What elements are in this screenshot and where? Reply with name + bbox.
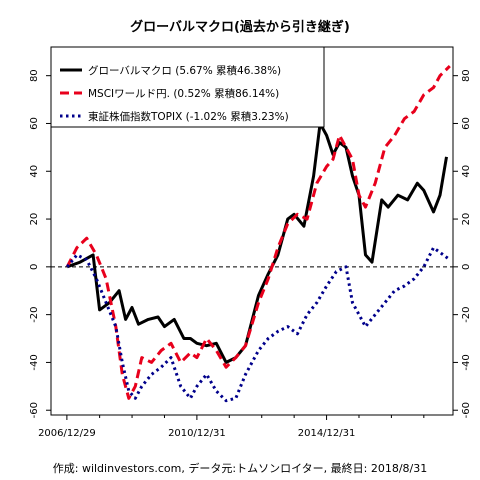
- y-tick-label-right: -40: [461, 354, 472, 370]
- y-tick-label-left: 60: [29, 117, 40, 130]
- series-line-msci-world: [65, 65, 451, 400]
- y-tick-label-right: 80: [461, 69, 472, 82]
- y-tick-label-left: 40: [29, 165, 40, 178]
- y-tick-label-left: -20: [29, 306, 40, 322]
- series-layer: [65, 65, 451, 403]
- y-tick-label-right: 60: [461, 117, 472, 130]
- legend: グローバルマクロ (5.67% 累積46.38%) MSCIワールド円. (0.5…: [50, 46, 325, 128]
- legend-box: [50, 46, 325, 128]
- y-tick-label-left: 0: [29, 264, 40, 270]
- x-tick-label: 2006/12/29: [38, 428, 96, 439]
- y-tick-label-right: 0: [461, 264, 472, 270]
- legend-label-msci-world: MSCIワールド円. (0.52% 累積86.14%): [88, 87, 279, 100]
- x-tick-label: 2010/12/31: [168, 428, 226, 439]
- legend-items: グローバルマクロ (5.67% 累積46.38%) MSCIワールド円. (0.5…: [60, 64, 289, 123]
- series-line-global-macro: [66, 122, 448, 364]
- y-tick-label-right: -20: [461, 306, 472, 322]
- chart-caption: 作成: wildinvestors.com, データ元:トムソンロイター, 最終…: [53, 461, 427, 475]
- legend-label-global-macro: グローバルマクロ (5.67% 累積46.38%): [88, 64, 281, 77]
- y-tick-label-right: -60: [461, 402, 472, 418]
- axes-layer: -60 -60 -40 -40 -20 -20 0 0 20 20 40 40 60 60 80 80 2006…: [29, 69, 472, 439]
- legend-label-topix: 東証株価指数TOPIX (-1.02% 累積3.23%): [88, 110, 289, 123]
- y-tick-label-left: 20: [29, 213, 40, 226]
- y-tick-label-left: 80: [29, 69, 40, 82]
- x-tick-label: 2014/12/31: [298, 428, 356, 439]
- y-tick-label-left: -40: [29, 354, 40, 370]
- y-tick-label-right: 20: [461, 213, 472, 226]
- y-tick-label-right: 40: [461, 165, 472, 178]
- chart-title: グローバルマクロ(過去から引き継ぎ): [130, 19, 350, 35]
- series-line-topix: [66, 246, 451, 403]
- y-tick-label-left: -60: [29, 402, 40, 418]
